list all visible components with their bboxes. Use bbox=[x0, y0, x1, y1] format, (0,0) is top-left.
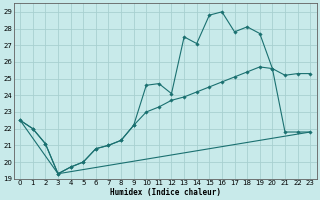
X-axis label: Humidex (Indice chaleur): Humidex (Indice chaleur) bbox=[110, 188, 221, 197]
